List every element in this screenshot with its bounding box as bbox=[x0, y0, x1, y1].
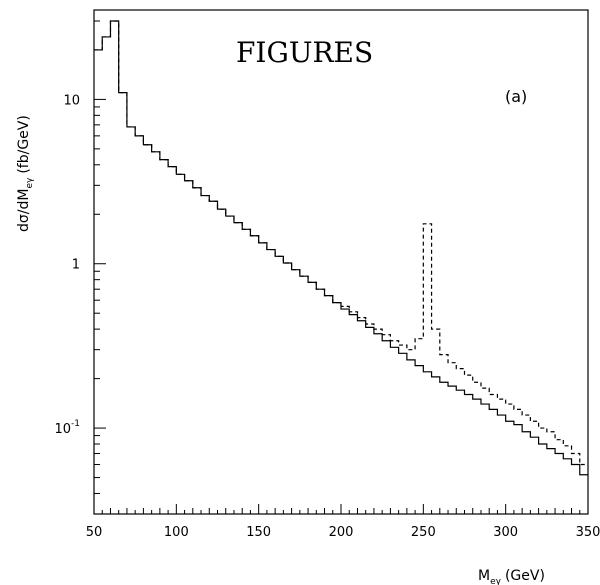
y-tick-label-base: 1 bbox=[72, 258, 80, 273]
y-axis-label: dσ/dMeγ (fb/GeV) bbox=[16, 115, 35, 232]
x-axis-label: Meγ (GeV) bbox=[478, 568, 545, 585]
x-tick-label: 200 bbox=[329, 525, 354, 540]
x-axis-label-sub: eγ bbox=[490, 577, 502, 585]
y-tick-label-base: 10 bbox=[54, 422, 71, 437]
x-tick-label: 350 bbox=[576, 525, 600, 540]
y-tick-label-base: 10 bbox=[63, 93, 80, 108]
x-tick-label: 150 bbox=[246, 525, 271, 540]
y-tick-label: 1 bbox=[72, 258, 80, 273]
x-axis-label-main: M bbox=[478, 568, 490, 584]
series-solid-line bbox=[94, 20, 588, 476]
y-axis-label-sub: eγ bbox=[25, 177, 35, 189]
series-dashed-line bbox=[94, 20, 588, 466]
plot-frame bbox=[93, 9, 589, 515]
y-axis-label-unit: (fb/GeV) bbox=[16, 115, 32, 174]
y-axis-label-main: dσ/dM bbox=[16, 189, 32, 232]
x-tick-label: 300 bbox=[493, 525, 518, 540]
y-tick-label: 10 bbox=[63, 93, 80, 108]
chart-title: FIGURES bbox=[236, 36, 373, 69]
x-axis-label-unit: (GeV) bbox=[505, 568, 545, 584]
x-tick-label: 100 bbox=[164, 525, 189, 540]
axis-ticks bbox=[93, 20, 589, 515]
y-tick-label-exponent: -1 bbox=[71, 419, 80, 429]
y-tick-label: 10-1 bbox=[54, 419, 80, 437]
x-tick-label: 250 bbox=[411, 525, 436, 540]
x-tick-label: 50 bbox=[86, 525, 103, 540]
panel-label: (a) bbox=[505, 87, 527, 106]
series-layer bbox=[94, 20, 588, 476]
